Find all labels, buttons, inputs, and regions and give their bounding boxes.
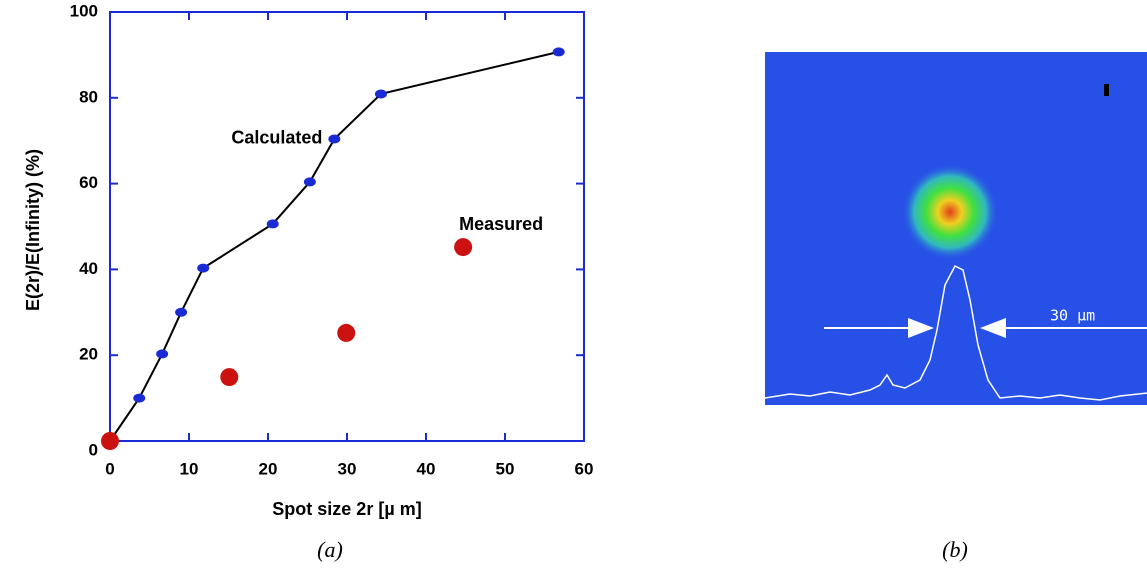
measured-point [101,432,119,450]
x-tick-label: 0 [105,459,114,478]
y-tick-label: 100 [70,1,98,20]
measured-point [337,324,355,342]
caption-a: (a) [317,537,343,562]
measured-point [220,368,238,386]
figure: 0 10 20 30 40 50 60 0 20 40 60 80 100 Spot size 2r [µ… [0,0,1147,572]
x-tick-label: 30 [338,459,357,478]
series-label: Measured [459,214,543,234]
x-tick-label: 20 [259,459,278,478]
series-label: Calculated [231,128,322,148]
calculated-point [304,177,316,186]
marker-dot [1104,84,1109,96]
image-b: 30 µm (b) [765,52,1147,562]
calculated-point [267,219,279,228]
calculated-point [156,349,168,358]
calculated-point [328,134,340,143]
chart-a: 0 10 20 30 40 50 60 0 20 40 60 80 100 Spot size 2r [µ… [23,1,594,562]
y-tick-label: 80 [79,87,98,106]
y-tick-label: 60 [79,173,98,192]
calculated-point [175,308,187,317]
calculated-point [375,89,387,98]
spot [902,164,998,260]
y-tick-label: 20 [79,345,98,364]
x-tick-label: 60 [575,459,594,478]
measured-point [454,238,472,256]
series-line [110,52,559,441]
calculated-point [133,394,145,403]
y-tick-label: 40 [79,259,98,278]
x-tick-label: 10 [180,459,199,478]
x-tick-label: 50 [496,459,515,478]
y-axis-label: E(2r)/E(Infinity) (%) [23,149,43,311]
scale-label: 30 µm [1050,307,1095,325]
x-axis-label: Spot size 2r [µ m] [272,499,421,519]
x-tick-label: 40 [417,459,436,478]
y-tick-label: 0 [89,440,98,459]
calculated-point [553,47,565,56]
caption-b: (b) [942,537,968,562]
calculated-point [197,264,209,273]
